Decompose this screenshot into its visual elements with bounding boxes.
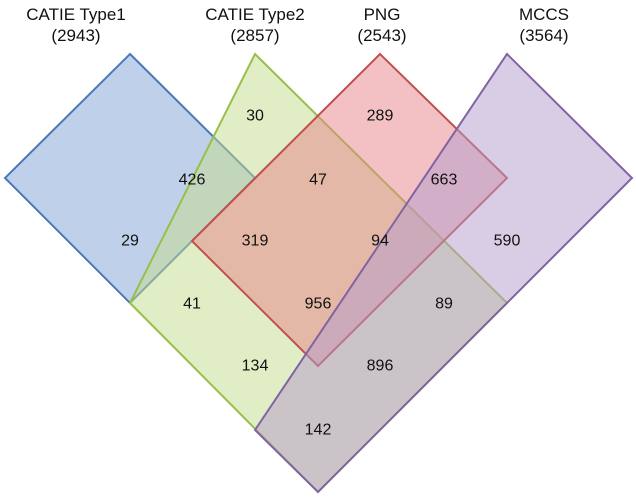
set-count: (2943) bbox=[51, 26, 101, 45]
region-count: 956 bbox=[305, 296, 332, 313]
region-count: 289 bbox=[367, 108, 394, 125]
set-name: PNG bbox=[363, 5, 401, 24]
region-count: 319 bbox=[242, 233, 269, 250]
set-name: CATIE Type2 bbox=[205, 5, 305, 24]
set-label-catie-type2: CATIE Type2 (2857) bbox=[175, 4, 335, 46]
region-count: 41 bbox=[183, 296, 201, 313]
set-label-png: PNG (2543) bbox=[302, 4, 462, 46]
set-name: MCCS bbox=[518, 5, 570, 24]
set-count: (3564) bbox=[519, 26, 569, 45]
set-shape-mccs bbox=[253, 52, 634, 494]
region-count: 590 bbox=[494, 233, 521, 250]
set-label-catie-type1: CATIE Type1 (2943) bbox=[0, 4, 156, 46]
region-count: 142 bbox=[305, 422, 332, 439]
region-count: 29 bbox=[121, 233, 139, 250]
region-count: 426 bbox=[179, 172, 206, 189]
set-name: CATIE Type1 bbox=[26, 5, 126, 24]
region-count: 89 bbox=[435, 296, 453, 313]
region-count: 47 bbox=[309, 172, 327, 189]
region-count: 896 bbox=[367, 358, 394, 375]
region-count: 134 bbox=[242, 358, 269, 375]
set-label-mccs: MCCS (3564) bbox=[464, 4, 624, 46]
region-count: 94 bbox=[371, 233, 389, 250]
region-count: 30 bbox=[246, 108, 264, 125]
set-count: (2857) bbox=[230, 26, 280, 45]
set-count: (2543) bbox=[357, 26, 407, 45]
region-count: 663 bbox=[431, 172, 458, 189]
